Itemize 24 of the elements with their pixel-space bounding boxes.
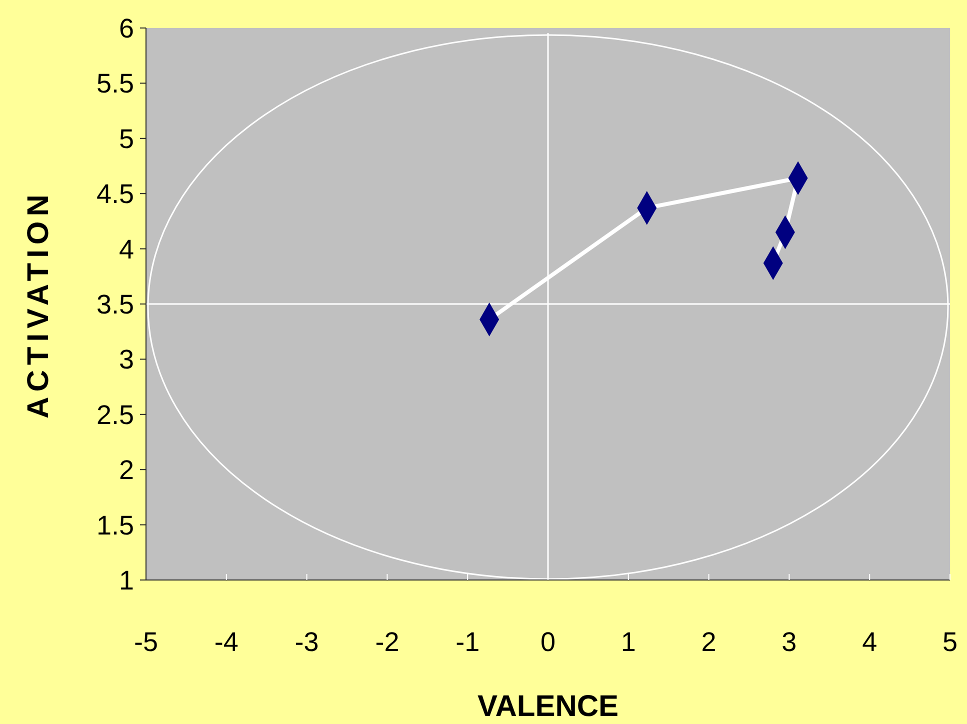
y-tick-label: 1.5 [96,510,134,540]
y-axis-title: ACTIVATION [22,190,55,418]
x-tick-label: -4 [214,627,238,658]
y-tick-label: 3 [118,344,134,375]
x-tick-label: 3 [782,627,797,658]
y-tick-label: 5.5 [96,68,134,99]
y-tick-label: 2.5 [96,400,134,430]
x-tick-label: -3 [294,627,319,658]
y-tick-label: 5 [118,124,134,154]
y-tick-label: 6 [118,13,134,44]
x-axis-title: VALENCE [477,690,619,723]
x-tick-label: 4 [862,627,878,658]
x-tick-label: 2 [701,627,716,658]
x-tick-label: 1 [620,627,636,658]
y-tick-label: 2 [118,455,134,486]
x-tick-label: 5 [942,627,958,658]
y-tick-label: 4 [118,234,134,264]
y-tick-label: 3.5 [96,289,134,320]
x-tick-label: 0 [540,627,556,658]
x-tick-label: -1 [456,627,480,658]
y-tick-label: 4.5 [96,179,134,210]
x-tick-label: -5 [134,627,158,658]
x-tick-label: -2 [375,627,400,658]
y-tick-label: 1 [118,565,134,596]
